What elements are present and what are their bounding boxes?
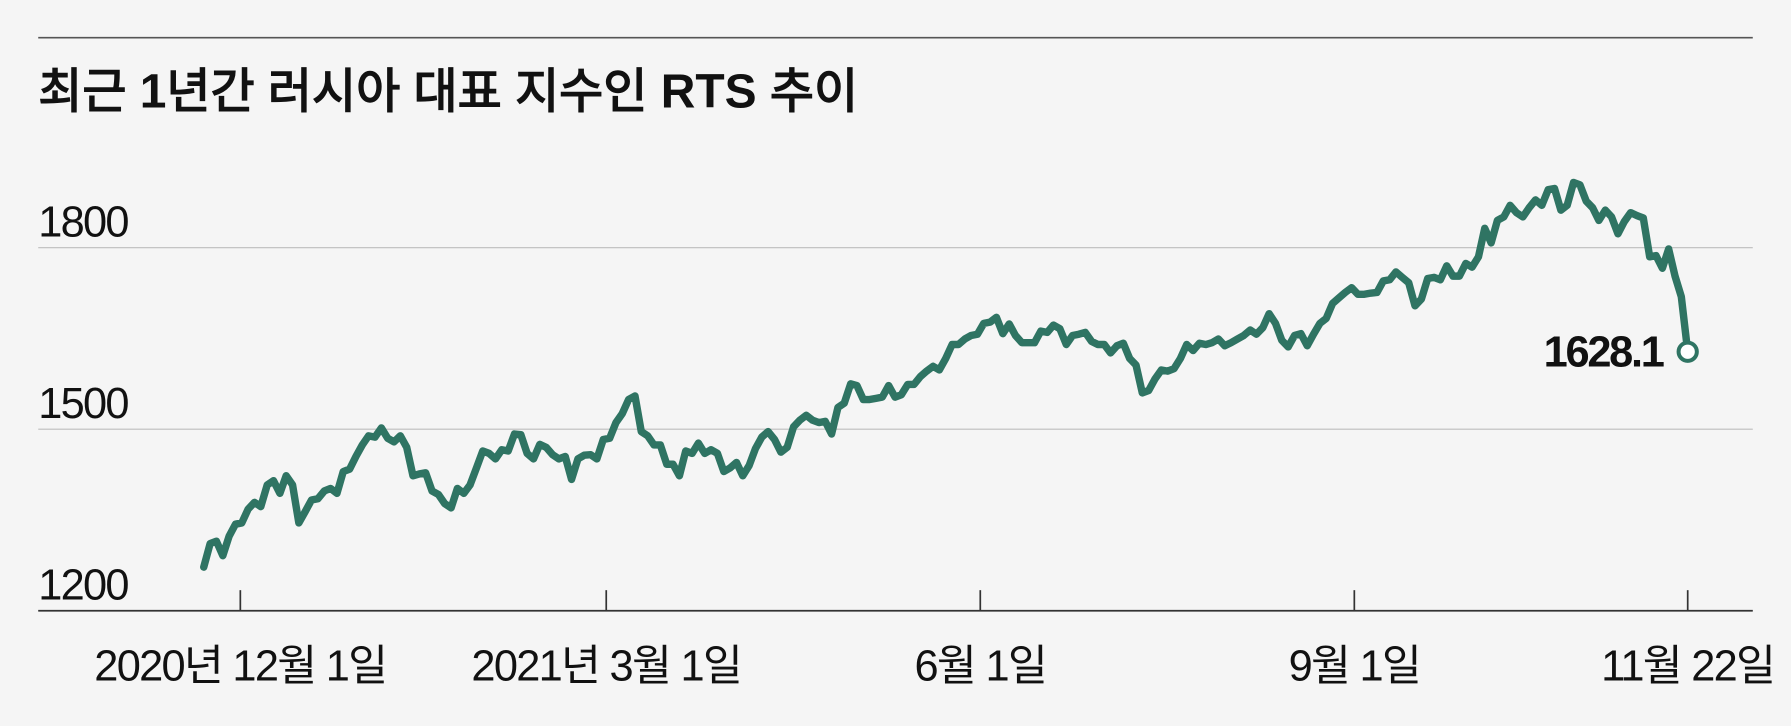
x-tick-label: 11월 22일 <box>1601 642 1774 690</box>
end-point <box>1676 340 1699 363</box>
x-tick-label: 2020년 12월 1일 <box>94 642 386 690</box>
y-tick-label: 1800 <box>38 198 128 246</box>
data-line <box>200 178 1692 571</box>
y-tick-label: 1200 <box>38 561 128 609</box>
x-tick-label: 6월 1일 <box>915 642 1047 690</box>
y-tick-label: 1500 <box>38 380 128 428</box>
chart-title: 최근 1년간 러시아 대표 지수인 RTS 추이 <box>38 65 858 118</box>
x-tick-label: 2021년 3월 1일 <box>471 642 741 690</box>
end-value-label: 1628.1 <box>1544 329 1664 377</box>
x-tick-label: 9월 1일 <box>1289 642 1421 690</box>
